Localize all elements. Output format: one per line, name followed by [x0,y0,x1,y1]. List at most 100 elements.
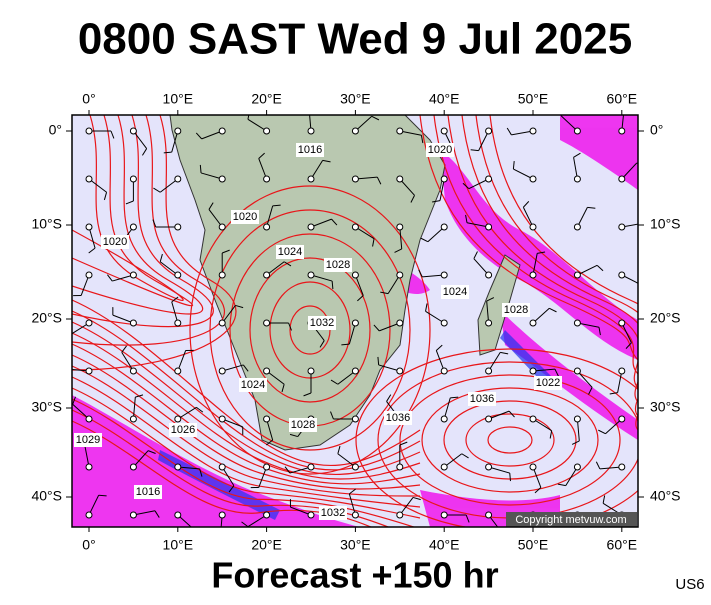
station [175,320,181,326]
station [130,368,136,374]
isobar-label: 1028 [504,304,528,316]
station [308,464,314,470]
station [86,224,92,230]
lon-label-bottom: 30°E [340,537,371,553]
station [397,464,403,470]
station [441,512,447,518]
station [308,368,314,374]
station [352,128,358,134]
station [264,128,270,134]
isobar-label: 1020 [103,236,127,248]
station [397,224,403,230]
isobar-label: 1024 [241,379,265,391]
lat-label-left: 10°S [31,216,62,232]
station [397,368,403,374]
lon-label-bottom: 20°E [251,537,282,553]
station [352,512,358,518]
lon-label-bottom: 40°E [429,537,460,553]
station [486,464,492,470]
isobar-label: 1016 [298,144,322,156]
station [264,224,270,230]
station [397,128,403,134]
station [486,176,492,182]
station [86,272,92,278]
station [397,272,403,278]
lon-label-bottom: 0° [82,537,95,553]
station [308,224,314,230]
station [574,320,580,326]
station [530,176,536,182]
station [264,464,270,470]
station [486,416,492,422]
lat-label-left: 20°S [31,310,62,326]
station [219,128,225,134]
station [352,224,358,230]
copyright: Copyright metvuw.com [515,514,626,526]
station [619,224,625,230]
station [530,320,536,326]
station [441,368,447,374]
station [175,416,181,422]
lon-label-top: 60°E [607,91,638,107]
isobar-label: 1024 [278,246,302,258]
station [352,272,358,278]
station [530,272,536,278]
station [352,416,358,422]
lon-label-top: 20°E [251,91,282,107]
station [130,464,136,470]
station [530,224,536,230]
station [308,272,314,278]
lat-label-left: 40°S [31,488,62,504]
station [175,368,181,374]
station [86,128,92,134]
lat-label-right: 10°S [650,216,681,232]
lon-label-top: 30°E [340,91,371,107]
station [175,128,181,134]
station [130,512,136,518]
station [397,320,403,326]
station [397,512,403,518]
barb [99,495,107,496]
lat-label-left: 0° [49,122,62,138]
station [574,368,580,374]
station [175,464,181,470]
station [441,416,447,422]
station [574,224,580,230]
station [486,512,492,518]
isobar-label: 1036 [470,393,494,405]
station [175,272,181,278]
station [619,272,625,278]
station [441,224,447,230]
isobar-label: 1020 [233,211,257,223]
station [574,464,580,470]
station [308,128,314,134]
station [219,224,225,230]
lon-label-top: 0° [82,91,95,107]
station [86,464,92,470]
station [486,320,492,326]
station [130,224,136,230]
station [530,464,536,470]
station [264,272,270,278]
station [619,320,625,326]
station [352,320,358,326]
station [86,176,92,182]
lat-label-right: 20°S [650,310,681,326]
corner-label: US6 [675,576,704,593]
station [486,128,492,134]
station [130,176,136,182]
isobar-label: 1029 [76,434,100,446]
isobar-label: 1016 [136,486,160,498]
station [219,272,225,278]
lon-label-top: 40°E [429,91,460,107]
station [86,320,92,326]
isobar-label: 1032 [310,317,334,329]
station [574,416,580,422]
station [130,416,136,422]
station [175,224,181,230]
lon-label-bottom: 50°E [518,537,549,553]
station [441,176,447,182]
isobar-label: 1026 [171,424,195,436]
lon-label-bottom: 10°E [163,537,194,553]
